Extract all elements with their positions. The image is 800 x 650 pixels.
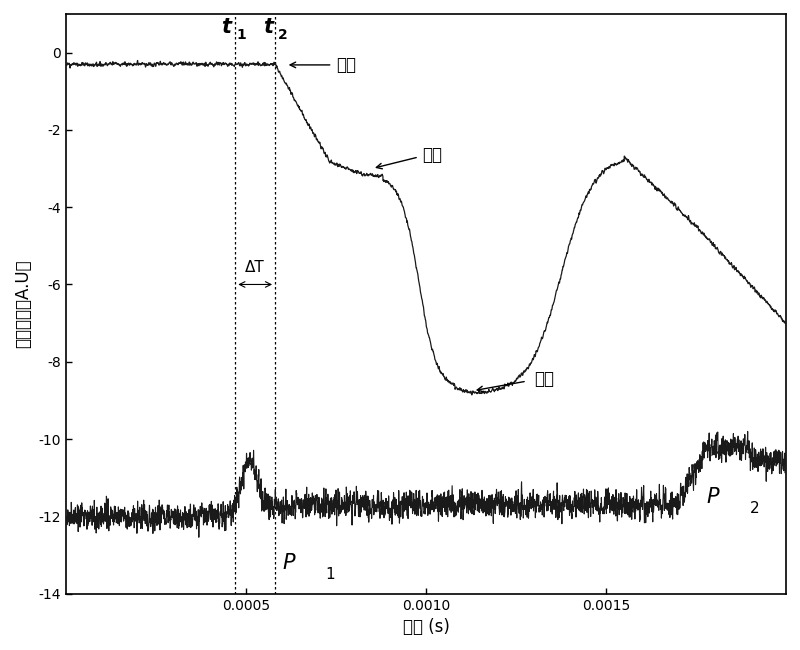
Y-axis label: 发射强度（A.U）: 发射强度（A.U） bbox=[14, 259, 32, 348]
Text: 1: 1 bbox=[236, 28, 246, 42]
Text: 拐点: 拐点 bbox=[422, 146, 442, 164]
Text: 1: 1 bbox=[326, 567, 335, 582]
Text: P: P bbox=[282, 552, 294, 573]
Text: P: P bbox=[707, 487, 719, 507]
Text: t: t bbox=[221, 18, 231, 38]
Text: 2: 2 bbox=[278, 28, 287, 42]
Text: ΔT: ΔT bbox=[246, 260, 265, 275]
Text: 起点: 起点 bbox=[336, 56, 356, 74]
Text: 峰値: 峰値 bbox=[534, 370, 554, 388]
X-axis label: 时间 (s): 时间 (s) bbox=[402, 618, 450, 636]
Text: 2: 2 bbox=[750, 501, 760, 516]
Text: t: t bbox=[263, 18, 273, 38]
